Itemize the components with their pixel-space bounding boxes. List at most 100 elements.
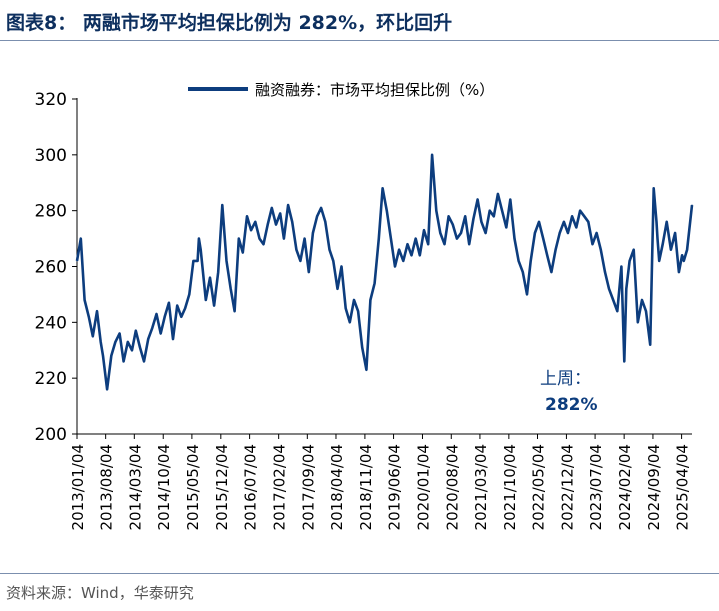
data-point	[681, 254, 683, 256]
data-point	[410, 254, 413, 256]
data-point	[369, 299, 371, 301]
data-point	[312, 232, 314, 234]
data-point	[546, 254, 548, 256]
data-point	[316, 215, 318, 217]
x-tick-label: 2018/04/04	[328, 444, 346, 530]
data-point	[197, 260, 199, 262]
data-point	[143, 360, 145, 362]
data-point	[550, 271, 553, 273]
data-point	[361, 346, 363, 349]
data-point	[691, 204, 693, 206]
data-point	[102, 355, 104, 357]
y-tick-label: 280	[35, 202, 67, 222]
data-point	[456, 238, 458, 240]
data-point	[542, 238, 544, 240]
data-point	[435, 210, 437, 212]
data-point	[114, 341, 116, 343]
data-point	[180, 316, 182, 318]
x-tick-label: 2017/09/04	[299, 444, 317, 530]
legend-label: 融资融券：市场平均担保比例（%）	[255, 81, 494, 99]
data-point	[526, 293, 528, 295]
data-point	[200, 249, 202, 251]
data-point	[530, 260, 532, 262]
data-point	[291, 221, 293, 223]
data-point	[357, 310, 359, 312]
x-tick-label: 2021/10/04	[501, 444, 519, 530]
data-point	[472, 218, 474, 220]
data-point	[623, 360, 625, 362]
data-point	[683, 260, 685, 262]
data-point	[230, 288, 232, 290]
data-point	[645, 310, 647, 312]
data-point	[402, 260, 404, 262]
data-point	[324, 221, 326, 223]
data-point	[505, 226, 507, 228]
data-point	[217, 271, 219, 273]
data-point	[612, 299, 614, 301]
data-point	[686, 249, 688, 251]
data-point	[501, 210, 503, 212]
data-point	[600, 249, 602, 251]
data-point	[336, 288, 339, 290]
data-point	[415, 238, 417, 240]
annotation-label: 上周：	[540, 369, 591, 389]
x-tick-label: 2016/07/04	[242, 444, 260, 530]
x-tick-label: 2020/08/04	[443, 444, 461, 530]
x-tick-label: 2014/10/04	[155, 444, 173, 530]
data-point	[88, 316, 90, 318]
data-point	[254, 221, 256, 223]
data-point	[147, 338, 149, 340]
data-point	[670, 249, 672, 251]
data-point	[151, 327, 153, 329]
data-point	[328, 249, 331, 251]
x-tick-label: 2014/03/04	[126, 444, 144, 530]
data-point	[299, 260, 301, 262]
data-point	[332, 260, 334, 262]
series-line	[75, 153, 694, 391]
data-point	[629, 260, 631, 262]
figure-title: 图表8： 两融市场平均担保比例为 282%，环比回升	[6, 12, 453, 34]
annotation: 上周： 282%	[540, 369, 598, 415]
data-point	[567, 232, 569, 234]
y-tick-label: 300	[35, 146, 67, 166]
x-tick-label: 2018/11/04	[357, 444, 375, 530]
data-point	[258, 238, 261, 240]
header: 图表8： 两融市场平均担保比例为 282%，环比回升	[0, 0, 719, 42]
data-point	[242, 251, 244, 254]
data-point	[571, 215, 573, 217]
data-point	[394, 265, 396, 268]
y-axis: 200 220 240 260 280 300 320	[35, 90, 78, 445]
data-point	[579, 210, 581, 212]
data-point	[674, 232, 676, 234]
data-point	[386, 210, 388, 212]
data-point	[192, 260, 194, 262]
data-point	[452, 224, 454, 226]
data-point	[485, 232, 487, 234]
data-point	[168, 302, 170, 304]
data-point	[583, 215, 585, 217]
data-point	[287, 204, 289, 206]
data-point	[649, 344, 651, 346]
data-point	[221, 204, 223, 206]
x-tick-label: 2023/07/04	[587, 444, 605, 530]
data-point	[518, 260, 520, 262]
data-point	[164, 316, 166, 318]
x-tick-label: 2013/01/04	[69, 444, 87, 530]
data-point	[390, 238, 392, 240]
data-point	[641, 299, 643, 301]
data-point	[666, 221, 668, 223]
data-point	[365, 369, 367, 371]
legend: 融资融券：市场平均担保比例（%）	[188, 81, 494, 99]
data-point	[84, 299, 86, 301]
data-point	[96, 310, 98, 312]
data-point	[658, 260, 660, 262]
data-point	[283, 238, 285, 240]
data-point	[406, 243, 409, 245]
data-point	[637, 321, 639, 323]
y-tick-label: 260	[35, 258, 67, 278]
data-point	[160, 332, 162, 335]
data-point	[267, 224, 269, 226]
data-point	[119, 332, 121, 335]
x-tick-label: 2022/05/04	[530, 444, 548, 530]
source-note: 资料来源：Wind，华泰研究	[6, 584, 194, 602]
